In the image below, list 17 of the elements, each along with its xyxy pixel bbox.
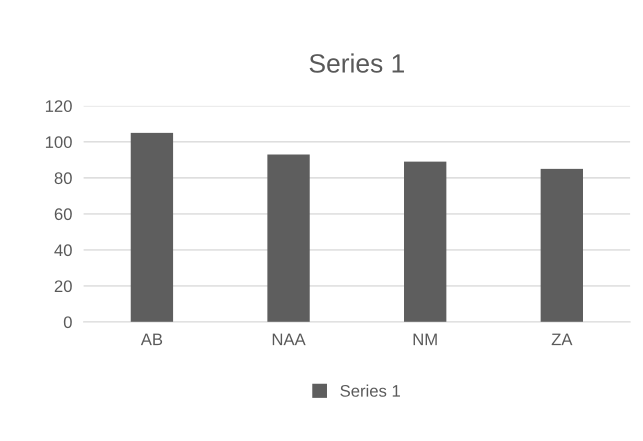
bar [130, 132, 174, 322]
y-tick-label: 0 [64, 316, 72, 328]
y-tick-label: 100 [46, 136, 72, 148]
y-tick-label: 40 [54, 244, 72, 256]
x-tick-label: NM [414, 334, 437, 346]
x-tick-label: ZA [552, 334, 572, 346]
bar [267, 154, 310, 322]
bar [404, 162, 446, 322]
x-tick-label: AB [140, 334, 162, 346]
y-tick-label: 120 [46, 100, 72, 112]
chart-title: Series 1 [310, 53, 404, 73]
bar [540, 168, 583, 322]
y-tick-label: 60 [54, 208, 72, 220]
y-tick-label: 80 [54, 172, 72, 184]
y-tick-label: 20 [54, 280, 72, 292]
legend-label: Series 1 [340, 384, 400, 397]
x-tick-label: NAA [272, 334, 306, 346]
